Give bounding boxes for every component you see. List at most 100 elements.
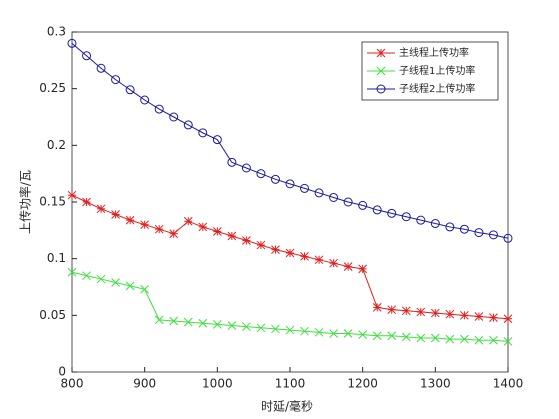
legend-label: 子线程2上传功率 [399, 82, 475, 95]
marker [430, 219, 440, 229]
x-tick-label: 1000 [202, 377, 233, 391]
marker [212, 135, 222, 145]
y-axis-label: 上传功率/瓦 [18, 170, 33, 234]
marker-stroke [285, 325, 295, 335]
marker [401, 306, 411, 316]
marker [67, 190, 77, 200]
marker [96, 274, 106, 284]
marker [445, 309, 455, 319]
marker [503, 233, 513, 243]
x-axis-label: 时延/毫秒 [261, 399, 313, 414]
marker [198, 128, 208, 138]
marker-stroke [227, 321, 237, 330]
marker [183, 317, 193, 327]
y-tick-label: 0.15 [39, 195, 66, 209]
marker [387, 305, 397, 315]
marker [169, 316, 179, 326]
marker-stroke [140, 284, 150, 294]
marker [242, 236, 251, 245]
marker [96, 63, 106, 73]
marker [358, 264, 368, 274]
marker [503, 337, 513, 346]
marker [285, 179, 295, 189]
y-tick-label: 0 [58, 365, 66, 379]
marker [169, 112, 179, 122]
marker [445, 334, 455, 344]
marker [376, 84, 386, 94]
marker [416, 215, 426, 225]
marker [154, 104, 164, 114]
marker [329, 258, 338, 268]
marker [270, 174, 280, 184]
marker [488, 230, 498, 240]
marker [212, 227, 222, 236]
marker [503, 314, 513, 324]
marker-stroke [376, 66, 386, 76]
marker [300, 326, 309, 336]
marker [212, 320, 222, 329]
marker-circle [82, 51, 92, 61]
marker-stroke [67, 267, 77, 277]
marker [111, 278, 120, 287]
marker [474, 335, 484, 345]
marker-circle [256, 169, 266, 179]
marker [125, 215, 135, 225]
marker [430, 333, 440, 343]
marker [376, 66, 386, 76]
marker [372, 331, 382, 341]
marker [227, 321, 237, 330]
marker [314, 327, 324, 337]
marker-stroke [96, 274, 106, 284]
marker-stroke [387, 331, 397, 341]
marker [125, 281, 135, 291]
marker [227, 157, 237, 167]
marker-circle [459, 224, 469, 234]
marker-circle [154, 104, 164, 114]
marker-circle [241, 163, 251, 173]
marker-stroke [474, 335, 484, 345]
marker-stroke [460, 334, 469, 344]
marker [387, 331, 397, 341]
marker-circle [67, 38, 77, 48]
marker [358, 200, 368, 210]
marker-circle [343, 197, 353, 207]
marker-stroke [242, 322, 251, 332]
marker [198, 222, 208, 232]
marker [256, 240, 266, 250]
marker [242, 322, 251, 332]
marker [358, 330, 368, 339]
marker-circle [329, 192, 339, 202]
marker-circle [270, 174, 280, 184]
marker [416, 307, 426, 317]
marker [82, 271, 91, 281]
marker [256, 169, 266, 179]
x-tick-label: 900 [133, 377, 156, 391]
marker-circle [169, 112, 179, 122]
marker [300, 252, 309, 261]
marker-stroke [154, 315, 164, 325]
marker [256, 323, 266, 333]
marker [154, 224, 164, 234]
marker-circle [96, 63, 106, 73]
marker-stroke [212, 320, 222, 329]
marker-circle [503, 233, 513, 243]
marker-stroke [343, 329, 353, 338]
marker-stroke [445, 334, 455, 344]
marker-circle [372, 205, 382, 215]
y-tick-label: 0.3 [47, 25, 66, 39]
marker [82, 197, 91, 207]
marker-stroke [314, 327, 324, 337]
marker [445, 222, 455, 232]
marker [67, 38, 77, 48]
marker-circle [198, 128, 208, 138]
y-tick-label: 0.2 [47, 138, 66, 152]
marker [459, 224, 469, 234]
marker [140, 220, 150, 230]
marker-circle [285, 179, 295, 189]
marker-circle [183, 120, 193, 130]
legend-label: 主线程上传功率 [399, 46, 469, 59]
marker-stroke [401, 332, 411, 342]
marker [372, 205, 382, 215]
